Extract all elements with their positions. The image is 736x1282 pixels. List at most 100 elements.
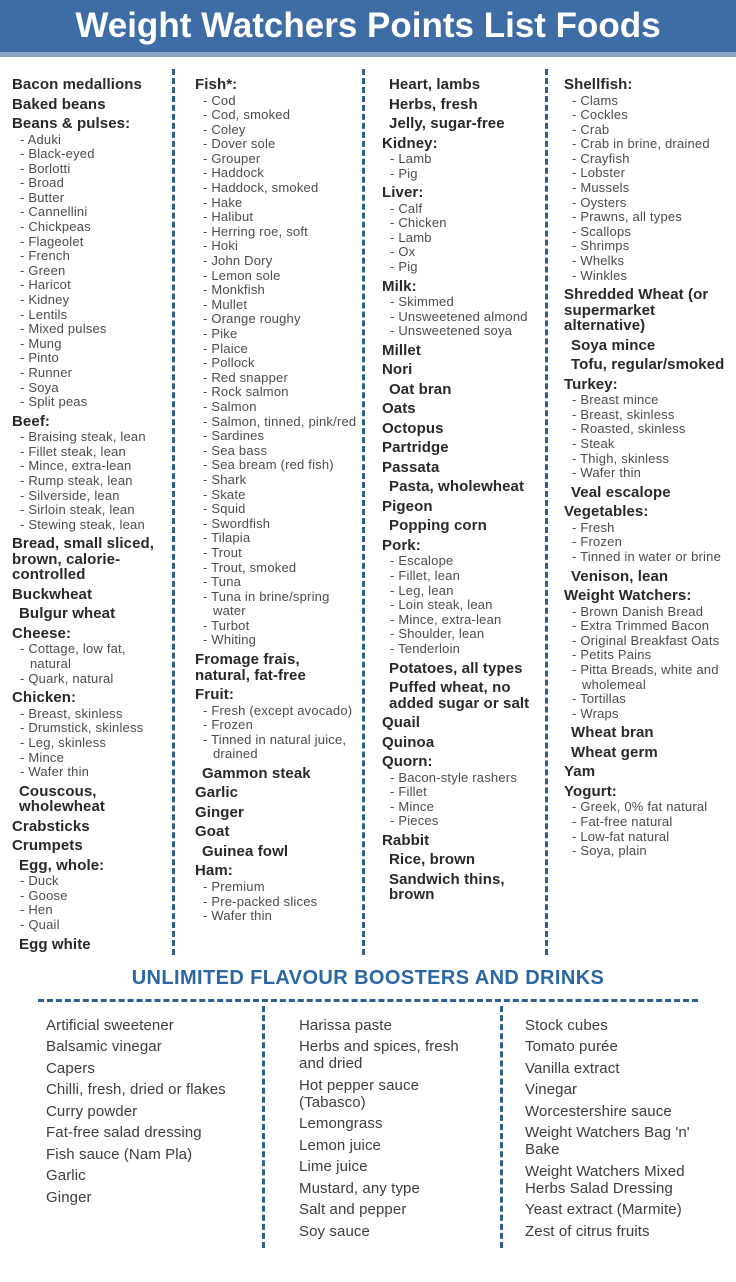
- food-group: Quorn:Bacon-style rashersFilletMincePiec…: [382, 754, 541, 829]
- food-group-title: Buckwheat: [12, 585, 93, 603]
- food-item: Petits Pains: [564, 648, 732, 663]
- food-group-title: Popping corn: [389, 517, 487, 535]
- food-item: Tinned in water or brine: [564, 549, 732, 565]
- food-item: Pitta Breads, white and wholemeal: [564, 662, 732, 692]
- food-item: Braising steak, lean: [12, 430, 168, 445]
- food-group: Bacon medallions: [12, 77, 168, 93]
- food-item: Haddock, smoked: [195, 180, 358, 196]
- food-item: Mince, extra-lean: [12, 459, 168, 474]
- horizontal-dashed-divider: [38, 999, 698, 1003]
- food-group: Sandwich thins, brown: [382, 872, 541, 903]
- food-item: Drumstick, skinless: [12, 721, 168, 736]
- food-item: Swordfish: [195, 516, 358, 532]
- food-group-title: Guinea fowl: [202, 842, 289, 860]
- food-item: Rock salmon: [195, 385, 358, 400]
- food-group: Octopus: [382, 421, 541, 437]
- food-item: Lemon sole: [195, 268, 358, 284]
- food-item: Squid: [195, 502, 358, 517]
- food-group: Cheese:Cottage, low fat, naturalQuark, n…: [12, 626, 168, 686]
- food-item: Pre-packed slices: [195, 894, 358, 910]
- food-item: Skate: [195, 487, 358, 503]
- food-item: Loin steak, lean: [382, 598, 541, 613]
- food-group-title: Ginger: [195, 803, 244, 821]
- food-item: Roasted, skinless: [564, 422, 732, 437]
- food-group-title: Wheat germ: [571, 743, 658, 761]
- food-group-title: Millet: [382, 341, 421, 359]
- food-group: Beef:Braising steak, leanFillet steak, l…: [12, 414, 168, 533]
- food-item: John Dory: [195, 253, 358, 269]
- food-group-title: Wheat bran: [571, 724, 654, 742]
- food-item: Turbot: [195, 618, 358, 634]
- food-group: Goat: [195, 824, 358, 840]
- food-group-title: Jelly, sugar-free: [389, 115, 505, 132]
- booster-item: Balsamic vinegar: [46, 1038, 162, 1056]
- booster-item: Yeast extract (Marmite): [525, 1201, 682, 1219]
- food-group-title: Goat: [195, 823, 230, 841]
- food-group: Weight Watchers:Brown Danish BreadExtra …: [564, 588, 732, 721]
- booster-column-2: Harissa paste Herbs and spices, fresh and…: [262, 1006, 500, 1249]
- food-item: Chicken: [382, 216, 541, 231]
- food-group-title: Crumpets: [12, 837, 83, 855]
- food-item: Wafer thin: [195, 909, 358, 924]
- food-group-title: Shellfish:: [564, 76, 633, 93]
- food-item: Salmon, tinned, pink/red: [195, 414, 358, 430]
- food-item: Escalope: [382, 554, 541, 569]
- booster-item: Chilli, fresh, dried or flakes: [46, 1081, 226, 1099]
- food-list-section: Bacon medallions Baked beans Beans & pulse…: [0, 57, 736, 959]
- food-item: Mung: [12, 336, 168, 352]
- food-item: Bacon-style rashers: [382, 770, 541, 786]
- food-group-title: Bacon medallions: [12, 76, 142, 93]
- food-group: Passata: [382, 460, 541, 476]
- food-item: Split peas: [12, 395, 168, 410]
- food-group-title: Oats: [382, 400, 416, 418]
- food-group-title: Yogurt:: [564, 782, 617, 800]
- food-item: Scallops: [564, 224, 732, 240]
- food-group-title: Fromage frais, natural, fat-free: [195, 651, 306, 684]
- booster-column-3: Stock cubes Tomato purée Vanilla extract Vi…: [500, 1006, 736, 1249]
- food-item: Soya, plain: [564, 843, 732, 859]
- food-group: Rabbit: [382, 833, 541, 849]
- food-group-title: Baked beans: [12, 95, 106, 113]
- food-item: Pollock: [195, 356, 358, 371]
- food-item: Black-eyed: [12, 146, 168, 162]
- food-item: Lobster: [564, 166, 732, 181]
- food-group: Nori: [382, 362, 541, 378]
- booster-item: Lime juice: [299, 1158, 368, 1176]
- food-item: Trout, smoked: [195, 560, 358, 576]
- food-item: Mince, extra-lean: [382, 612, 541, 628]
- food-group: Baked beans: [12, 95, 168, 113]
- food-item: Dover sole: [195, 137, 358, 152]
- food-group: Liver:CalfChickenLambOxPig: [382, 185, 541, 274]
- food-group: Garlic: [195, 785, 358, 801]
- food-group: Ham:PremiumPre-packed slicesWafer thin: [195, 863, 358, 923]
- food-item: Lentils: [12, 307, 168, 323]
- food-group: Partridge: [382, 440, 541, 456]
- food-group-title: Couscous, wholewheat: [19, 782, 106, 816]
- food-item: Mince: [12, 750, 168, 766]
- food-item: Butter: [12, 190, 168, 206]
- food-item: Shoulder, lean: [382, 627, 541, 642]
- booster-item: Capers: [46, 1059, 95, 1077]
- food-item: Salmon: [195, 399, 358, 415]
- food-item: Breast, skinless: [564, 407, 732, 423]
- food-item: Sardines: [195, 429, 358, 444]
- food-item: Wafer thin: [12, 764, 168, 780]
- booster-item: Vanilla extract: [525, 1059, 620, 1077]
- booster-item: Hot pepper sauce (Tabasco): [299, 1076, 420, 1111]
- food-group-title: Liver:: [382, 184, 424, 202]
- food-group-title: Pigeon: [382, 497, 433, 515]
- food-item: Breast, skinless: [12, 706, 168, 722]
- food-item: Flageolet: [12, 234, 168, 250]
- booster-item: Vinegar: [525, 1081, 578, 1099]
- food-group: Pork:EscalopeFillet, leanLeg, leanLoin s…: [382, 538, 541, 657]
- food-group: Bulgur wheat: [12, 606, 168, 622]
- food-group: Oat bran: [382, 382, 541, 398]
- food-group-title: Bread, small sliced, brown, calorie-cont…: [12, 535, 155, 584]
- food-item: Quark, natural: [12, 671, 168, 687]
- food-group-title: Kidney:: [382, 134, 438, 152]
- food-group-title: Rice, brown: [389, 851, 476, 869]
- food-group-title: Veal escalope: [571, 483, 671, 501]
- food-item: Mussels: [564, 180, 732, 196]
- food-item: Unsweetened almond: [382, 309, 541, 325]
- food-group: Buckwheat: [12, 587, 168, 603]
